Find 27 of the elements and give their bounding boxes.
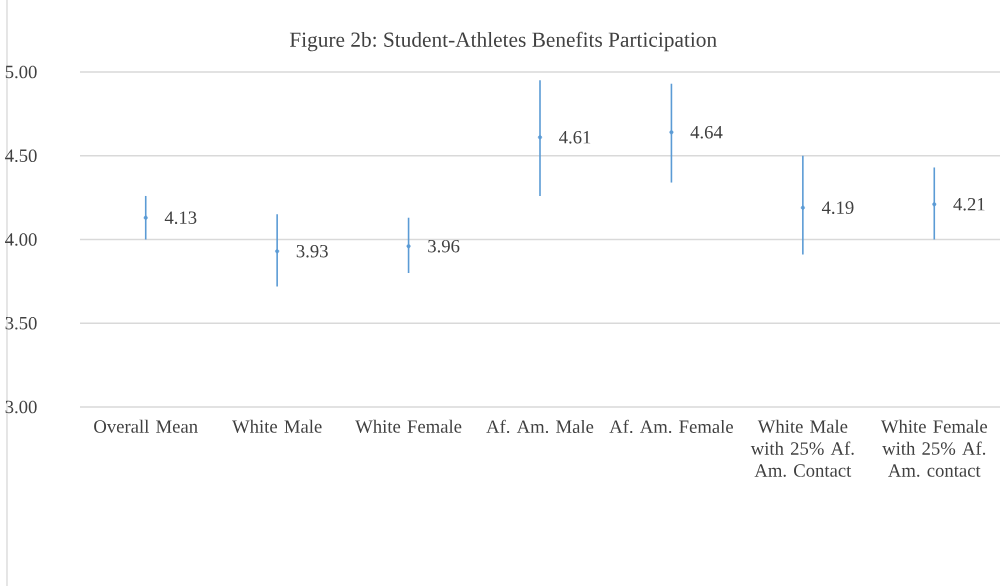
y-tick-label: 4.50 <box>5 149 37 163</box>
point <box>669 130 674 135</box>
x-tick-label: Af. Am. Male <box>486 419 594 434</box>
y-tick-label: 3.50 <box>5 316 37 330</box>
x-tick-label: White Male with 25% Af. Am. Contact <box>750 419 854 477</box>
data-label: 3.96 <box>428 239 460 253</box>
y-tick-label: 3.00 <box>5 400 37 414</box>
chart-title: Figure 2b: Student-Athletes Benefits Participation <box>289 31 717 52</box>
point <box>406 244 411 249</box>
point <box>275 249 280 254</box>
data-label: 4.13 <box>164 211 197 225</box>
x-tick-label: White Female <box>355 419 462 433</box>
point <box>537 135 542 140</box>
data-label: 3.93 <box>296 244 328 258</box>
x-tick-label: White Male <box>232 419 322 433</box>
data-label: 4.64 <box>690 125 723 139</box>
point <box>143 215 148 220</box>
y-tick-label: 4.00 <box>5 233 37 246</box>
y-tick-label: 5.00 <box>5 65 37 79</box>
point <box>932 202 937 207</box>
x-tick-label: Overall Mean <box>94 419 198 433</box>
data-label: 4.21 <box>953 198 985 211</box>
x-tick-label: Af. Am. Female <box>609 419 733 434</box>
data-label: 4.61 <box>559 131 591 144</box>
point <box>800 205 805 210</box>
data-label: 4.19 <box>821 201 854 214</box>
x-tick-label: White Female with 25% Af. Am. contact <box>880 419 988 477</box>
